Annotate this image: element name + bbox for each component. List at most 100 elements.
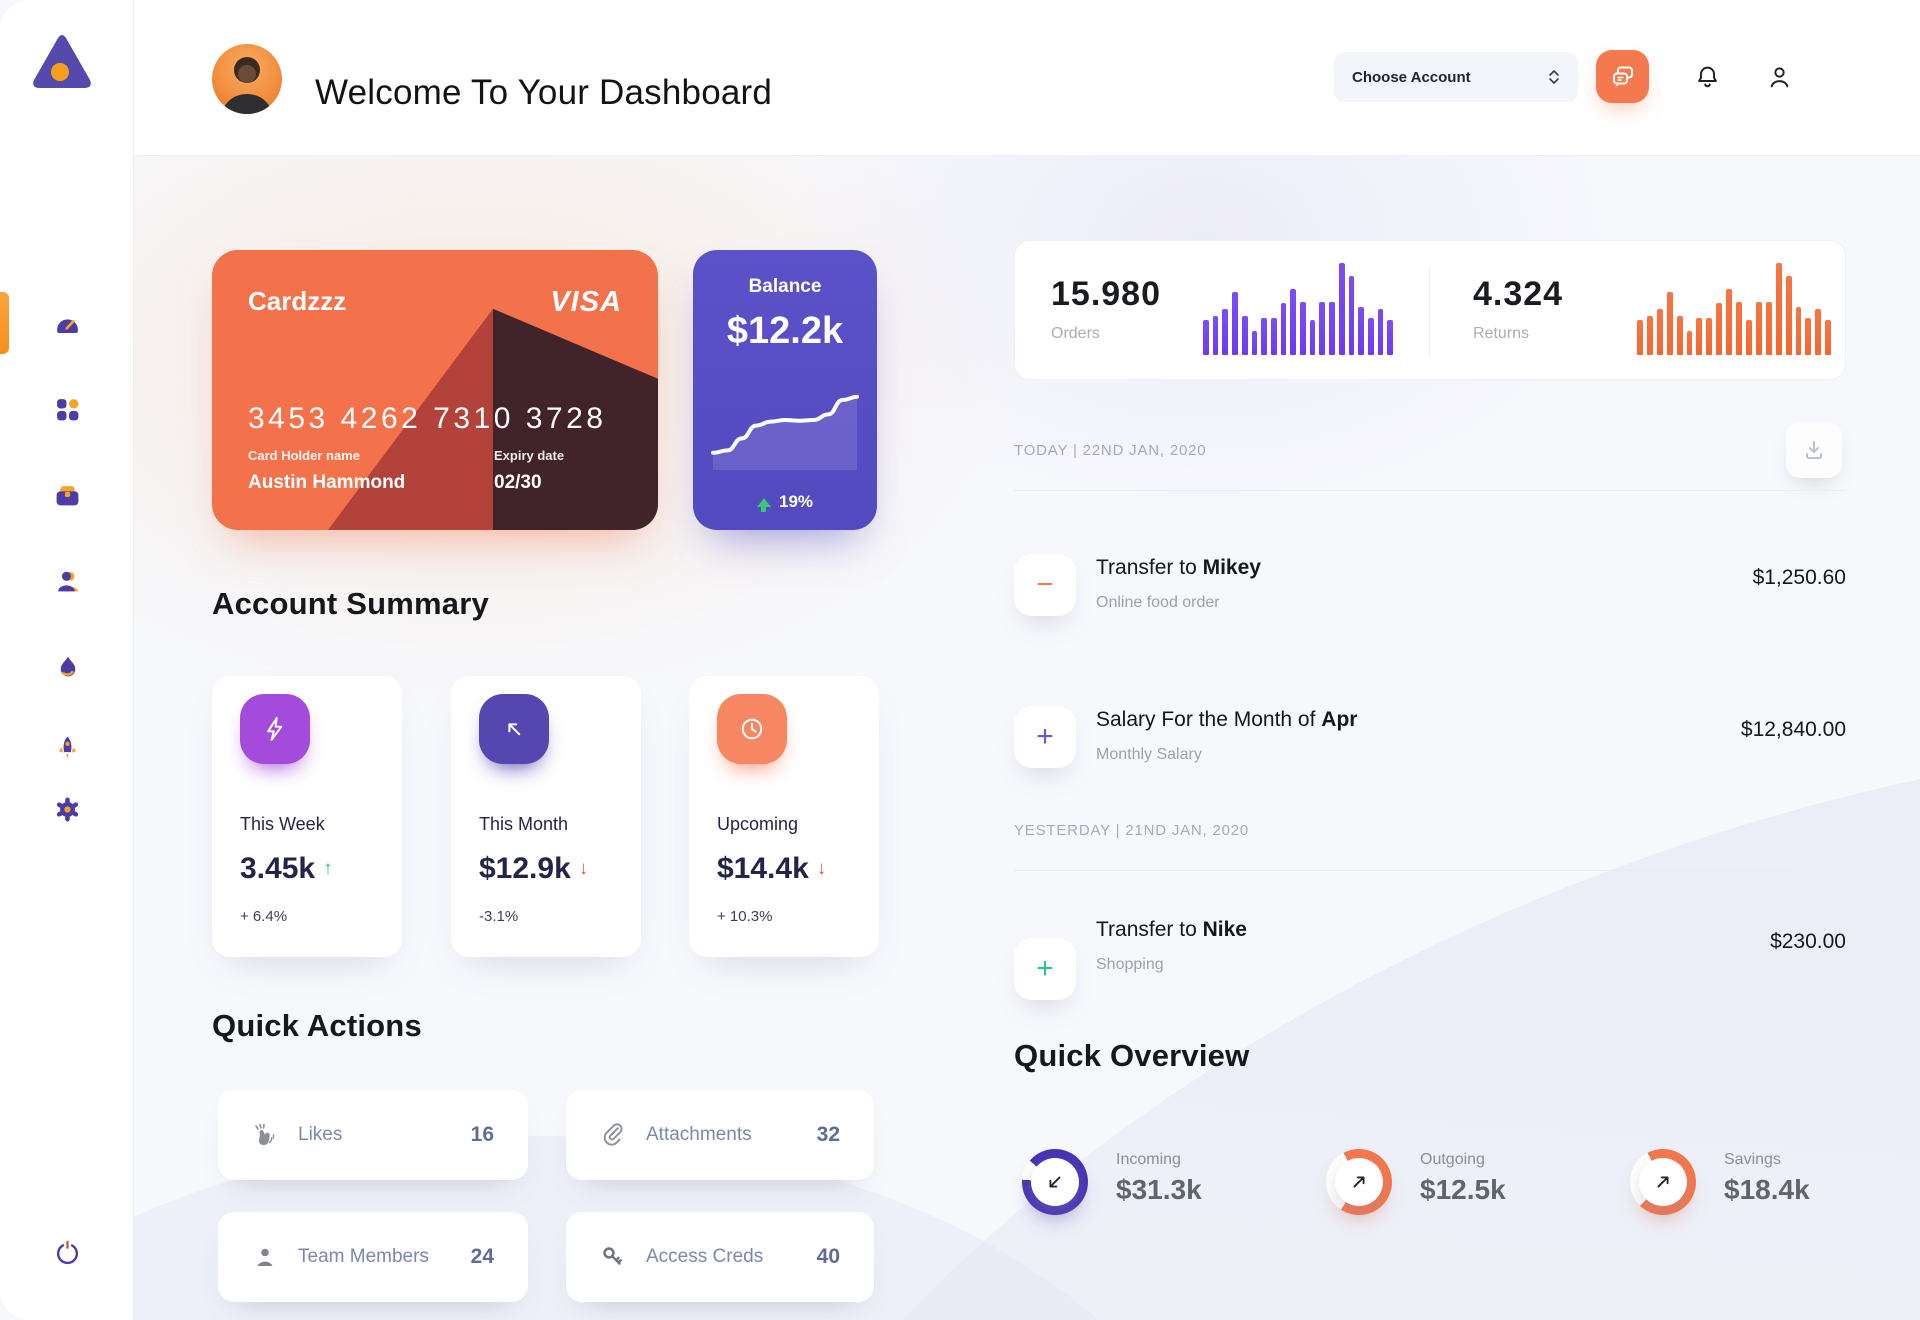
- page-title: Welcome To Your Dashboard: [315, 73, 773, 112]
- quick-action-likes[interactable]: Likes 16: [218, 1090, 528, 1180]
- card-holder-label: Card Holder name: [248, 448, 360, 463]
- summary-label: This Week: [240, 814, 325, 834]
- balance-value: $12.2k: [726, 310, 844, 352]
- summary-value: 3.45k ↑: [240, 852, 333, 885]
- outgoing-label: Outgoing: [1420, 1151, 1485, 1168]
- avatar[interactable]: [212, 44, 282, 114]
- header: Welcome To Your Dashboard Choose Account: [134, 0, 1920, 156]
- transaction-title[interactable]: Salary For the Month of Apr: [1096, 708, 1358, 731]
- quick-action-attachments[interactable]: Attachments 32: [566, 1090, 874, 1180]
- transaction-title[interactable]: Transfer to Nike: [1096, 918, 1247, 941]
- balance-trend-chart: [711, 394, 859, 470]
- outgoing-ring: [1326, 1149, 1392, 1215]
- orders-label: Orders: [1051, 325, 1100, 342]
- transaction-amount: $1,250.60: [1752, 566, 1846, 589]
- active-nav-indicator: [0, 292, 9, 354]
- quick-action-count: 16: [470, 1123, 494, 1146]
- quick-action-label: Likes: [298, 1124, 343, 1145]
- summary-label: This Month: [479, 814, 569, 834]
- transaction-subtitle: Monthly Salary: [1096, 746, 1202, 763]
- sidebar-item-work[interactable]: [0, 473, 134, 517]
- summary-delta: + 10.3%: [717, 908, 773, 925]
- savings-ring: [1630, 1149, 1696, 1215]
- sidebar-item-team[interactable]: [0, 559, 134, 603]
- sidebar-item-apps[interactable]: [0, 387, 134, 431]
- card-name: Cardzzz: [248, 286, 347, 316]
- quick-action-count: 40: [816, 1245, 840, 1268]
- balance-delta-value: 19%: [778, 492, 814, 511]
- clap-icon: [255, 1123, 275, 1146]
- trend-up-icon: ↑: [323, 858, 333, 879]
- chat-button[interactable]: [1596, 50, 1649, 103]
- incoming-ring: [1022, 1149, 1088, 1215]
- sidebar-item-launch[interactable]: [0, 725, 134, 769]
- profile-button[interactable]: [1762, 60, 1796, 94]
- transaction-title[interactable]: Transfer to Mikey: [1096, 556, 1261, 579]
- summary-card-upcoming[interactable]: Upcoming $14.4k ↓ + 10.3%: [689, 676, 879, 957]
- sidebar: [0, 0, 134, 1320]
- returns-sparkline: [1637, 263, 1832, 355]
- app-logo[interactable]: [30, 32, 94, 94]
- summary-card-this-week[interactable]: This Week 3.45k ↑ + 6.4%: [212, 676, 402, 957]
- arrow-down-left-icon: [1049, 1176, 1061, 1188]
- download-button[interactable]: [1786, 422, 1842, 478]
- gear-icon: [56, 797, 78, 821]
- incoming-value: $31.3k: [1116, 1174, 1202, 1205]
- trend-down-icon: ↓: [816, 858, 827, 879]
- outgoing-ring-center: [1335, 1158, 1383, 1206]
- summary-delta: -3.1%: [479, 908, 519, 925]
- savings-ring-center: [1639, 1158, 1687, 1206]
- transaction-amount: $12,840.00: [1740, 718, 1846, 741]
- outgoing-value: $12.5k: [1420, 1174, 1506, 1205]
- summary-value: $12.9k ↓: [479, 852, 589, 885]
- sidebar-item-dashboard[interactable]: [0, 301, 134, 345]
- balance-delta: 19%: [693, 492, 877, 512]
- credit-card[interactable]: Cardzzz VISA 3453 4262 7310 3728 Card Ho…: [212, 250, 658, 530]
- rocket-icon: [58, 736, 76, 758]
- triangle-logo-icon: [33, 35, 91, 88]
- divider: [1014, 870, 1846, 871]
- avatar-photo: [222, 57, 272, 114]
- summary-delta: + 6.4%: [240, 908, 288, 925]
- user-icon: [57, 571, 78, 591]
- date-label-today: TODAY | 22ND JAN, 2020: [1014, 442, 1207, 459]
- returns-value: 4.324: [1473, 275, 1564, 313]
- paperclip-icon: [603, 1123, 623, 1146]
- savings-label: Savings: [1724, 1151, 1781, 1168]
- quick-action-access-creds[interactable]: Access Creds 40: [566, 1212, 874, 1302]
- bell-icon: [1697, 66, 1717, 87]
- account-select-label: Choose Account: [1352, 68, 1471, 86]
- incoming-ring-center: [1031, 1158, 1079, 1206]
- account-select[interactable]: Choose Account: [1334, 52, 1578, 102]
- transaction-amount: $230.00: [1770, 930, 1846, 953]
- quick-action-team-members[interactable]: Team Members 24: [218, 1212, 528, 1302]
- arrow-up-left-icon: [479, 694, 549, 764]
- download-icon: [1806, 441, 1822, 459]
- savings-value: $18.4k: [1724, 1174, 1810, 1205]
- trend-down-icon: ↓: [578, 858, 589, 879]
- transaction-sign-plus: +: [1014, 938, 1076, 1000]
- lightning-icon: [240, 694, 310, 764]
- summary-card-this-month[interactable]: This Month $12.9k ↓ -3.1%: [451, 676, 641, 957]
- grid-icon: [56, 398, 78, 420]
- card-expiry: 02/30: [494, 472, 542, 493]
- flame-icon: [60, 656, 75, 676]
- logout-button[interactable]: [0, 1228, 134, 1276]
- orders-returns-card: 15.980 Orders 4.324 Returns: [1014, 240, 1846, 380]
- account-summary-title: Account Summary: [212, 586, 489, 621]
- quick-actions-title: Quick Actions: [212, 1008, 422, 1043]
- sidebar-item-trending[interactable]: [0, 645, 134, 689]
- person-icon: [257, 1248, 273, 1266]
- notifications-button[interactable]: [1690, 60, 1724, 94]
- quick-action-label: Attachments: [646, 1124, 752, 1145]
- summary-label: Upcoming: [717, 814, 799, 834]
- quick-overview-title: Quick Overview: [1014, 1038, 1250, 1073]
- transaction-sign-minus: −: [1014, 554, 1076, 616]
- quick-action-label: Team Members: [298, 1246, 429, 1267]
- main-content: Cardzzz VISA 3453 4262 7310 3728 Card Ho…: [134, 156, 1920, 1320]
- balance-card[interactable]: Balance $12.2k 19%: [693, 250, 877, 530]
- briefcase-icon: [56, 485, 78, 505]
- chat-icon: [1612, 66, 1633, 87]
- power-icon: [56, 1240, 78, 1264]
- sidebar-item-settings[interactable]: [0, 787, 134, 831]
